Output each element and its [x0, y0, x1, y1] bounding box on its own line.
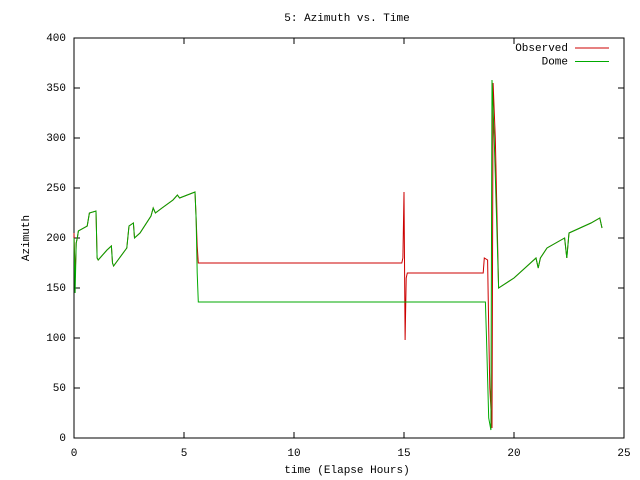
chart-title: 5: Azimuth vs. Time — [284, 13, 409, 25]
x-tick-label: 15 — [397, 448, 410, 460]
y-tick-label: 50 — [53, 383, 66, 395]
y-tick-label: 100 — [46, 333, 66, 345]
legend-label: Observed — [515, 43, 568, 55]
x-tick-label: 20 — [507, 448, 520, 460]
x-tick-label: 25 — [617, 448, 630, 460]
y-tick-label: 200 — [46, 233, 66, 245]
y-tick-label: 150 — [46, 283, 66, 295]
legend-label: Dome — [542, 56, 568, 68]
y-tick-label: 250 — [46, 183, 66, 195]
data-line — [73, 79, 603, 431]
x-axis-label: time (Elapse Hours) — [284, 465, 409, 477]
y-axis-label: Azimuth — [21, 215, 33, 261]
y-tick-label: 350 — [46, 83, 66, 95]
y-tick-label: 400 — [46, 33, 66, 45]
x-tick-label: 0 — [71, 448, 78, 460]
y-tick-label: 300 — [46, 133, 66, 145]
y-tick-label: 0 — [59, 433, 66, 445]
x-tick-label: 5 — [181, 448, 188, 460]
x-tick-label: 10 — [287, 448, 300, 460]
